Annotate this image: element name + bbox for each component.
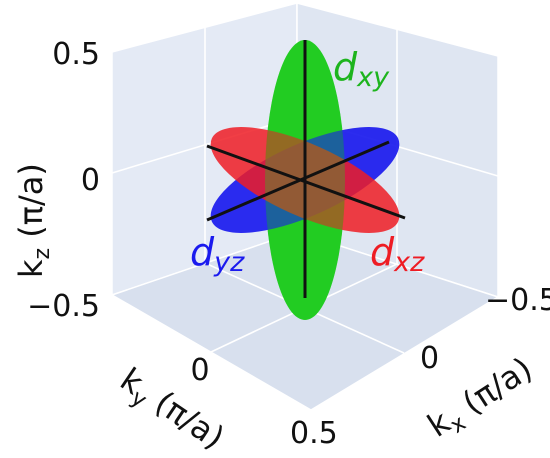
x-tick-1: 0 bbox=[420, 341, 439, 376]
z-tick-2: −0.5 bbox=[27, 289, 100, 324]
x-tick-0: −0.5 bbox=[485, 283, 550, 318]
z-tick-0: 0.5 bbox=[52, 37, 100, 72]
y-axis-label: ky (π/a) bbox=[111, 360, 232, 458]
orbitals bbox=[206, 40, 406, 320]
label-dxz: dxz bbox=[370, 230, 425, 278]
label-dxy: dxy bbox=[333, 45, 390, 93]
y-tick-1: 0.5 bbox=[290, 416, 338, 451]
y-tick-0: 0 bbox=[190, 353, 209, 388]
axis-line-diag-1 bbox=[206, 144, 406, 220]
label-dyz: dyz bbox=[190, 230, 245, 278]
z-tick-1: 0 bbox=[81, 163, 100, 198]
z-axis-label: kz (π/a) bbox=[12, 163, 55, 278]
axis-line-diag-2 bbox=[206, 140, 390, 222]
pane-floor bbox=[110, 231, 500, 411]
